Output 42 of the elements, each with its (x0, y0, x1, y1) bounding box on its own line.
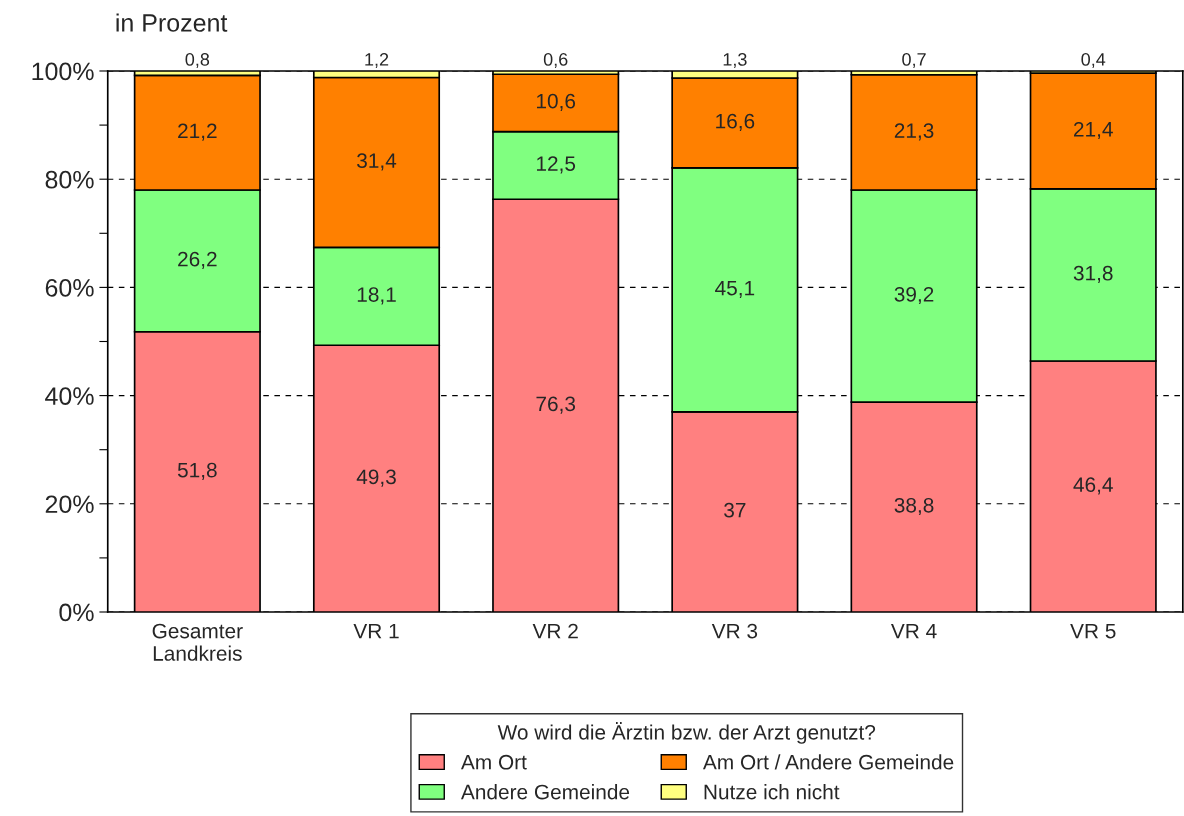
data-label: 26,2 (178, 251, 217, 269)
data-label: 21,4 (1074, 121, 1113, 140)
data-label: 49,3 (356, 469, 396, 487)
data-label: 21,3 (894, 123, 934, 141)
data-label: 39,2 (894, 286, 934, 305)
data-label: 76,3 (536, 396, 576, 414)
legend-title: Wo wird die Ärztin bzw. der Arzt genutzt? (497, 722, 876, 744)
y-tick-label: 0% (59, 603, 94, 622)
x-tick-label: VR 3 (711, 623, 758, 639)
x-tick-label: VR 2 (532, 623, 578, 639)
data-label: 51,8 (177, 462, 217, 480)
x-tick-label: Gesamter Landkreis (152, 623, 243, 661)
x-tick-label: VR 4 (890, 623, 937, 639)
x-tick-label: VR 1 (353, 623, 399, 639)
data-label: 12,5 (537, 156, 576, 174)
data-label: 0,4 (1081, 53, 1106, 68)
y-tick-label: 60% (45, 279, 94, 297)
y-tick-label: 100% (32, 62, 94, 81)
data-label: 37 (724, 502, 746, 518)
data-label: 45,1 (715, 280, 755, 298)
y-tick-label: 20% (45, 495, 94, 514)
data-label: 0,8 (185, 53, 210, 68)
data-label: 0,6 (543, 53, 568, 68)
data-label: 46,4 (1073, 477, 1113, 495)
y-tick-label: 80% (45, 170, 94, 189)
y-tick-label: 40% (45, 387, 94, 405)
data-label: 21,2 (178, 123, 217, 141)
data-label: 10,6 (537, 93, 576, 111)
data-label: 31,8 (1073, 265, 1113, 284)
legend-label: Am Ort / Andere Gemeinde (702, 754, 954, 770)
legend-label: Andere Gemeinde (460, 784, 630, 800)
data-label: 16,6 (716, 113, 755, 131)
data-label: 18,1 (357, 287, 396, 305)
data-label: 31,4 (357, 153, 397, 171)
data-label: 38,8 (894, 497, 934, 516)
y-axis-title: in Prozent (116, 13, 228, 32)
data-label: 1,3 (723, 53, 747, 68)
legend-label: Am Ort (460, 754, 527, 770)
data-label: 0,7 (902, 53, 926, 68)
x-tick-label: VR 5 (1070, 623, 1116, 639)
data-label: 1,2 (365, 53, 389, 68)
legend-label: Nutze ich nicht (704, 784, 840, 800)
